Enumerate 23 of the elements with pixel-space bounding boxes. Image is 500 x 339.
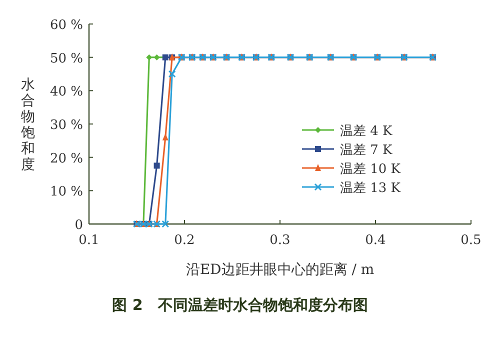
legend-label: 温差 13 K	[340, 181, 401, 196]
point	[162, 220, 170, 228]
point	[154, 162, 160, 169]
text: 图 2 不同温差时水合物饱和度分布图	[112, 296, 368, 314]
y-tick-label: 30 %	[50, 118, 83, 133]
y-tick-label: 40 %	[50, 84, 83, 100]
x-tick-label: 0.4	[365, 233, 386, 248]
y-tick-label: 0	[74, 218, 83, 233]
y-tick-label: 50 %	[50, 51, 83, 66]
y-tick-label: 60 %	[50, 18, 83, 33]
y-tick-label: 10 %	[50, 184, 83, 200]
point	[168, 70, 176, 78]
legend-label: 温差 4 K	[340, 124, 393, 139]
x-tick-label: 0.3	[270, 233, 290, 248]
legend-label: 温差 10 K	[340, 162, 401, 177]
x-axis-title: 沿ED边距井眼中心的距离 / m	[186, 262, 374, 278]
legend-label: 温差 7 K	[340, 143, 393, 158]
y-tick-label: 20 %	[50, 151, 83, 166]
x-tick-label: 0.2	[174, 233, 195, 248]
y-axis-title: 水合物饱和度	[20, 77, 35, 173]
x-tick-label: 0.1	[78, 233, 100, 248]
x-tick-label: 0.5	[460, 233, 482, 248]
point	[162, 133, 168, 140]
